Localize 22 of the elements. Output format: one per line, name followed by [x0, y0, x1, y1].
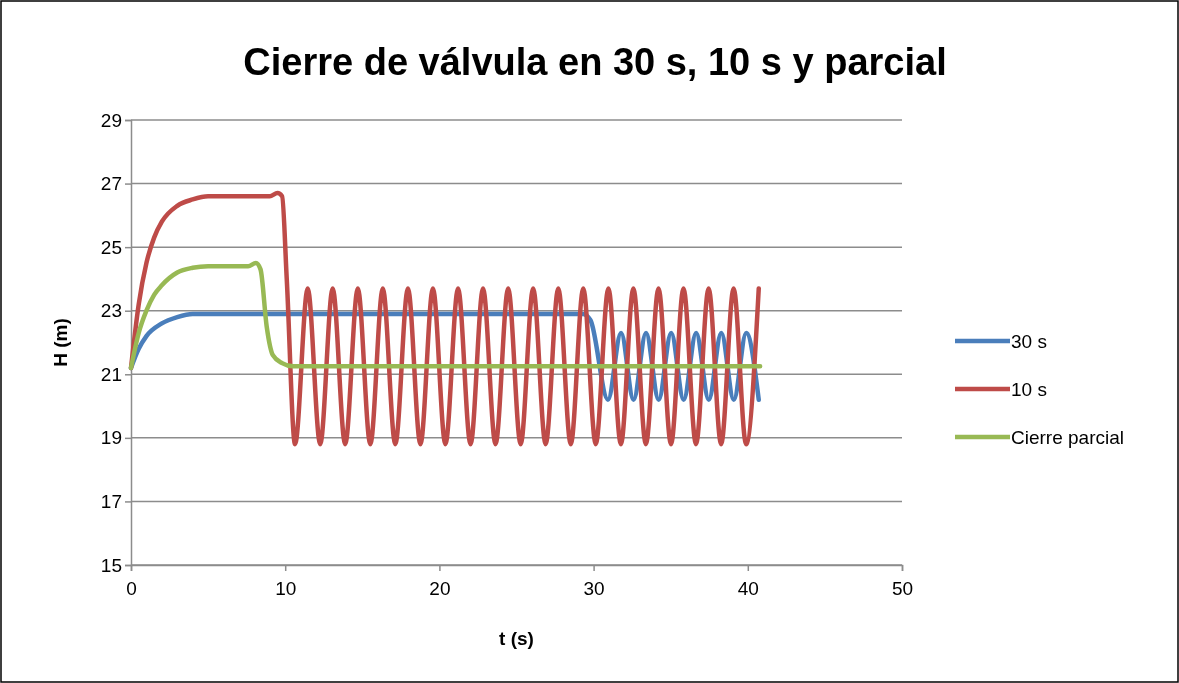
x-tick-label: 0	[126, 577, 137, 599]
x-axis-title: t (s)	[499, 628, 534, 649]
y-tick-label: 17	[100, 491, 122, 513]
x-tick-label: 10	[275, 577, 297, 599]
y-tick-label: 29	[100, 109, 122, 131]
y-tick-label: 19	[100, 427, 122, 449]
x-tick-label: 40	[737, 577, 759, 599]
y-tick-label: 23	[100, 300, 122, 322]
x-tick-label: 20	[429, 577, 451, 599]
y-tick-label: 15	[100, 554, 122, 576]
y-tick-label: 25	[100, 236, 122, 258]
line-series	[128, 190, 761, 447]
x-tick-label: 30	[583, 577, 605, 599]
y-tick-label: 21	[100, 363, 122, 385]
x-tick-label: 50	[891, 577, 914, 599]
y-axis-title: H (m)	[50, 318, 71, 367]
chart-title: Cierre de válvula en 30 s, 10 s y parcial	[243, 41, 947, 83]
legend-label: Cierre parcial	[1011, 427, 1124, 448]
legend-label: 10 s	[1011, 379, 1047, 400]
line-series	[128, 260, 763, 371]
legend-label: 30 s	[1011, 331, 1047, 352]
y-tick-label: 27	[100, 173, 122, 195]
